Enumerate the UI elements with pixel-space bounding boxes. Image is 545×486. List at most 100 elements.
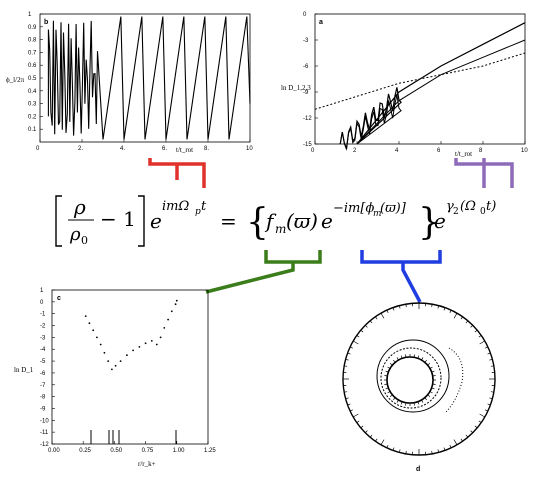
eq-minus-one: − 1 <box>100 207 136 231</box>
tick-mark <box>369 320 373 324</box>
panel-b-xlabel: t/t_rot <box>176 146 193 154</box>
data-point <box>163 327 166 329</box>
x-tick-label: 0.75 <box>142 448 154 454</box>
tick-mark <box>345 397 349 400</box>
tick-mark <box>353 413 359 418</box>
data-point <box>126 354 128 357</box>
y-tick-label: 1 <box>28 12 32 18</box>
tick-mark <box>429 391 433 394</box>
y-tick-label: 0 <box>303 12 307 18</box>
eq-f-sub: m <box>275 222 286 236</box>
y-tick-label: 0.8 <box>28 38 37 44</box>
data-point <box>92 329 95 332</box>
x-tick-label: 10 <box>246 146 253 152</box>
tick-mark <box>398 449 401 453</box>
y-tick-label: 0.1 <box>28 127 37 133</box>
eq-e-2: e <box>321 209 333 233</box>
tick-mark <box>437 305 440 309</box>
data-point <box>155 343 158 346</box>
tick-mark <box>417 355 420 359</box>
x-tick-label: 4. <box>120 146 125 152</box>
eq-e-1: e <box>150 209 162 233</box>
tick-mark <box>437 449 440 453</box>
y-tick-label: 0.3 <box>28 102 37 108</box>
tick-mark <box>389 363 393 366</box>
x-tick-label: 1.00 <box>173 448 185 454</box>
panel-b-sawtooth-line <box>47 16 251 140</box>
tick-mark <box>387 366 391 369</box>
x-tick-label: 0 <box>36 146 40 152</box>
tick-mark <box>460 438 463 442</box>
y-tick-label: 0.2 <box>28 114 37 120</box>
tick-mark <box>375 316 378 320</box>
data-point <box>167 318 170 321</box>
tick-mark <box>465 320 469 324</box>
panel-c-label: c <box>57 295 61 302</box>
panel-c-xticks: 0.00 0.25 0.50 0.75 1.00 1.25 <box>48 441 216 454</box>
panel-a: a ln D_1,2,3 t/t_rot 0 2 4 6 8 10 0 -3 -6 -9 -12 -… <box>281 12 528 158</box>
x-tick-label: 2. <box>78 146 83 152</box>
tick-mark <box>487 403 491 406</box>
tick-mark <box>353 340 359 345</box>
tick-mark <box>479 413 485 418</box>
tick-mark <box>432 375 436 377</box>
tick-mark <box>400 355 403 359</box>
tick-mark <box>360 425 364 429</box>
tick-mark <box>356 335 360 338</box>
tick-mark <box>485 409 489 412</box>
x-tick-label: 6 <box>437 148 441 154</box>
eq-rho-num: ρ <box>73 195 86 219</box>
y-tick-label: 0.7 <box>28 50 37 56</box>
panel-b-ylabel: ϕ_l/2π <box>6 76 25 84</box>
tick-mark <box>392 447 395 451</box>
y-tick-label: -6 <box>40 371 46 377</box>
eq-exp-3-sub: 2 <box>453 207 459 217</box>
eq-exp-3-sub2: 0 <box>480 207 486 217</box>
tick-mark <box>393 359 396 363</box>
panel-a-ylabel: ln D_1,2,3 <box>281 84 311 92</box>
tick-mark <box>380 313 385 319</box>
panel-c-resonance-markers <box>90 430 177 444</box>
y-tick-label: 0.4 <box>28 89 37 95</box>
panel-a-series-2 <box>339 39 526 150</box>
eq-exp-3-t: t) <box>486 199 496 214</box>
tick-mark <box>470 325 473 328</box>
tick-mark <box>386 445 389 449</box>
tick-mark <box>449 309 452 313</box>
eq-left-brace: { <box>246 202 269 243</box>
y-tick-label: 0.5 <box>28 76 37 82</box>
eq-exp-1: imΩ <box>162 199 189 214</box>
data-point <box>119 360 122 362</box>
y-tick-label: 0.6 <box>28 63 37 69</box>
panel-d-label: d <box>416 466 420 473</box>
data-point <box>111 368 113 371</box>
tick-mark <box>405 354 407 358</box>
data-point <box>132 349 135 352</box>
tick-mark <box>490 365 494 367</box>
data-point <box>138 346 141 348</box>
y-tick-label: -9 <box>303 90 309 96</box>
tick-mark <box>398 305 401 309</box>
tick-mark <box>389 394 393 397</box>
panel-b-label: b <box>44 19 48 26</box>
y-tick-label: -8 <box>40 395 46 401</box>
panel-a-label: a <box>319 19 323 26</box>
tick-mark <box>405 402 407 406</box>
panel-d-circle-1 <box>376 339 450 413</box>
y-tick-label: -15 <box>303 142 312 148</box>
data-point <box>175 299 178 302</box>
eq-equals: = <box>220 209 237 233</box>
data-point <box>99 343 102 346</box>
right-square-bracket <box>138 195 145 247</box>
tick-mark <box>375 438 378 442</box>
eq-exp-2-end: (ϖ)] <box>380 201 407 216</box>
x-tick-label: 2 <box>353 148 357 154</box>
panel-d-inner-ticks <box>384 354 436 406</box>
eq-rho-den-sub: 0 <box>81 234 88 247</box>
y-tick-label: -1 <box>40 312 46 318</box>
tick-mark <box>478 420 482 423</box>
y-tick-label: 1 <box>40 288 44 294</box>
y-tick-label: 0.9 <box>28 25 37 31</box>
red-bracket <box>148 158 206 188</box>
tick-mark <box>347 352 351 355</box>
